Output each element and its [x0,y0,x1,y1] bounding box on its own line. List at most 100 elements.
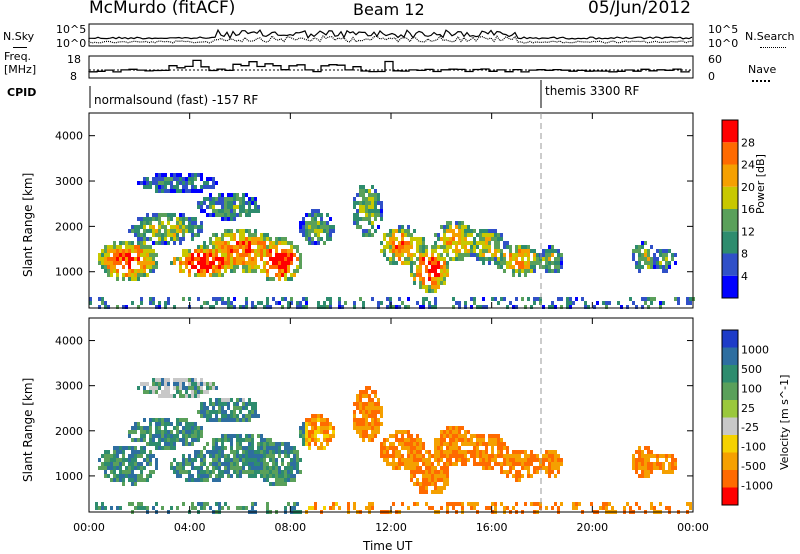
heatmap-cell [674,466,677,470]
heatmap-cell [215,478,218,482]
heatmap-cell [128,241,131,245]
heatmap-cell [161,189,164,193]
heatmap-cell [191,233,194,237]
heatmap-cell [317,209,320,213]
heatmap-cell [434,245,437,249]
heatmap-cell [236,434,239,438]
heatmap-cell [206,466,209,470]
heatmap-cell [476,502,479,506]
heatmap-cell [281,269,284,273]
heatmap-cell [203,402,206,406]
heatmap-cell [494,249,497,253]
heatmap-cell [164,233,167,237]
heatmap-cell [200,450,203,454]
heatmap-cell [374,394,377,398]
heatmap-cell [191,390,194,394]
heatmap-cell [236,229,239,233]
heatmap-cell [173,382,176,386]
heatmap-cell [227,209,230,213]
heatmap-cell [176,438,179,442]
heatmap-cell [119,462,122,466]
heatmap-cell [410,470,413,474]
heatmap-cell [239,253,242,257]
heatmap-cell [101,257,104,261]
heatmap-cell [227,506,230,510]
heatmap-cell [206,410,209,414]
heatmap-cell [272,442,275,446]
heatmap-cell [323,506,326,510]
heatmap-cell [524,269,527,273]
heatmap-cell [386,446,389,450]
heatmap-cell [284,446,287,450]
heatmap-cell [419,261,422,265]
heatmap-cell [119,249,122,253]
heatmap-cell [425,482,428,486]
heatmap-cell [422,305,425,309]
heatmap-cell [545,458,548,462]
heatmap-cell [446,450,449,454]
heatmap-cell [353,414,356,418]
heatmap-cell [428,257,431,261]
heatmap-cell [413,229,416,233]
heatmap-cell [281,237,284,241]
heatmap-cell [362,229,365,233]
heatmap-cell [245,305,248,309]
heatmap-cell [110,257,113,261]
heatmap-cell [527,466,530,470]
heatmap-cell [428,285,431,289]
heatmap-cell [389,462,392,466]
heatmap-cell [632,454,635,458]
heatmap-cell [218,213,221,217]
heatmap-cell [434,466,437,470]
heatmap-cell [224,458,227,462]
heatmap-cell [551,454,554,458]
heatmap-cell [530,450,533,454]
heatmap-cell [221,418,224,422]
heatmap-cell [116,257,119,261]
heatmap-cell [467,502,470,506]
heatmap-cell [449,241,452,245]
heatmap-cell [398,462,401,466]
noise-panel-frame [88,23,694,47]
heatmap-cell [134,506,137,510]
heatmap-cell [107,305,110,309]
heatmap-cell [131,454,134,458]
heatmap-cell [290,273,293,277]
heatmap-cell [269,474,272,478]
heatmap-cell [248,257,251,261]
heatmap-cell [455,253,458,257]
heatmap-cell [242,414,245,418]
heatmap-cell [410,458,413,462]
heatmap-cell [446,462,449,466]
heatmap-cell [170,229,173,233]
heatmap-cell [557,253,560,257]
heatmap-cell [227,434,230,438]
velocity-colorbar-segment [722,365,738,383]
heatmap-cell [410,446,413,450]
heatmap-cell [221,506,224,510]
heatmap-cell [269,482,272,486]
heatmap-cell [287,478,290,482]
heatmap-cell [200,269,203,273]
heatmap-cell [212,305,215,309]
heatmap-cell [479,442,482,446]
heatmap-cell [266,450,269,454]
heatmap-cell [479,305,482,309]
heatmap-cell [641,454,644,458]
heatmap-cell [248,241,251,245]
heatmap-cell [287,450,290,454]
heatmap-cell [161,378,164,382]
heatmap-cell [527,269,530,273]
heatmap-cell [467,225,470,229]
heatmap-cell [179,390,182,394]
heatmap-cell [260,241,263,245]
heatmap-cell [431,454,434,458]
heatmap-cell [155,390,158,394]
heatmap-cell [419,438,422,442]
heatmap-cell [518,454,521,458]
heatmap-cell [161,241,164,245]
heatmap-cell [362,402,365,406]
heatmap-cell [524,502,527,506]
heatmap-cell [521,265,524,269]
heatmap-cell [224,253,227,257]
